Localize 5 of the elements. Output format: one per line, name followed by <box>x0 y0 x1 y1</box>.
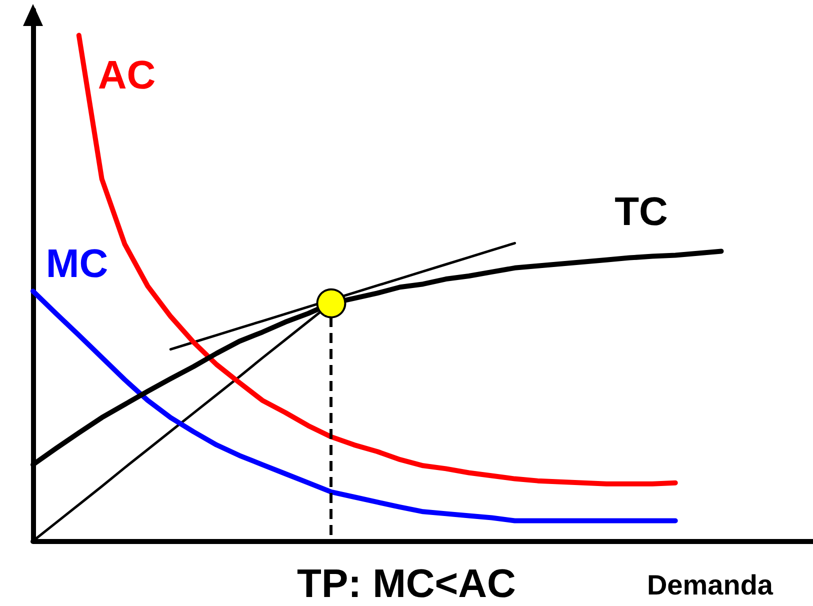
series-label: MC <box>46 242 108 286</box>
series-label: AC <box>98 53 156 98</box>
text: TP: MC<AC <box>297 562 516 606</box>
series-label: TC <box>614 190 668 234</box>
x-axis-title: Demanda <box>646 570 774 600</box>
